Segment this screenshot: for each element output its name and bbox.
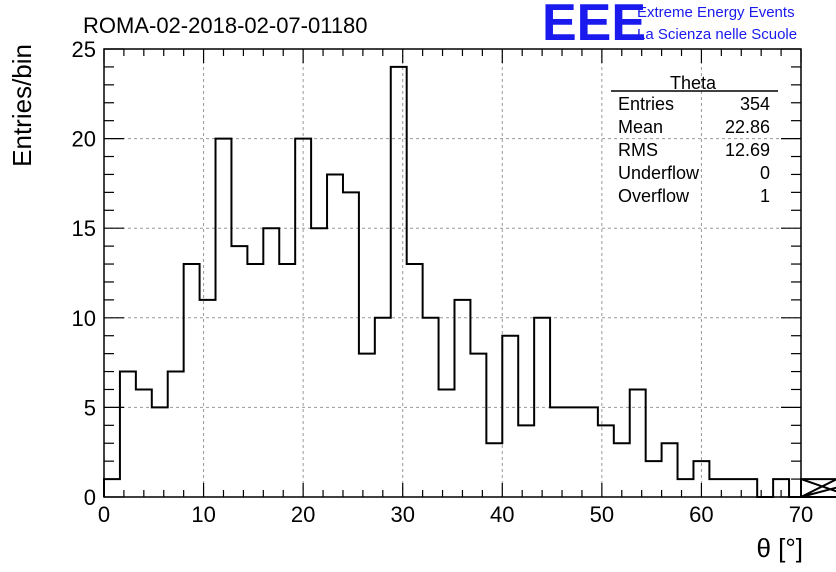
stats-label-entries: Entries: [618, 94, 674, 114]
histogram-bin: [773, 479, 789, 497]
histogram-bin: [693, 461, 709, 497]
histogram-bin: [502, 336, 518, 497]
y-tick-label: 5: [84, 395, 96, 420]
histogram-bin: [662, 443, 678, 497]
histogram-bin: [566, 407, 582, 497]
x-tick-label: 50: [590, 502, 614, 527]
histogram-bin: [184, 264, 200, 497]
run-title: ROMA-02-2018-02-07-01180: [83, 13, 368, 38]
histogram-bin: [454, 300, 470, 497]
histogram-bin: [200, 300, 216, 497]
histogram-bin: [646, 461, 662, 497]
y-tick-label: 15: [72, 216, 96, 241]
histogram-bin: [518, 425, 534, 497]
y-tick-label: 10: [72, 306, 96, 331]
histogram-bin: [375, 318, 391, 497]
x-tick-label: 40: [490, 502, 514, 527]
stats-label-rms: RMS: [618, 140, 658, 160]
eee-logo-mark: EEE: [542, 0, 646, 52]
stats-title: Theta: [670, 73, 717, 93]
x-tick-label: 30: [390, 502, 414, 527]
histogram-bin: [247, 264, 263, 497]
histogram-bin: [152, 407, 168, 497]
histogram-bin: [327, 174, 343, 497]
histogram-bin: [741, 479, 757, 497]
histogram-bin: [439, 389, 455, 497]
histogram-bin: [168, 372, 184, 497]
histogram-bin: [678, 479, 694, 497]
y-axis-title: Entries/bin: [7, 44, 37, 167]
histogram-bin: [534, 318, 550, 497]
x-tick-label: 0: [98, 502, 110, 527]
histogram-bin: [598, 425, 614, 497]
histogram-bin: [391, 67, 407, 497]
histogram-bin: [486, 443, 502, 497]
x-axis-title: θ [°]: [756, 533, 803, 563]
histogram-bin: [582, 407, 598, 497]
stats-value-underflow: 0: [760, 163, 770, 183]
eee-logo: EEE Extreme Energy Events La Scienza nel…: [542, 0, 797, 52]
y-tick-label: 25: [72, 37, 96, 62]
stats-box: Theta Entries 354 Mean 22.86 RMS 12.69 U…: [611, 73, 778, 206]
histogram-bin: [104, 479, 120, 497]
stats-label-underflow: Underflow: [618, 163, 700, 183]
histogram-bin: [263, 228, 279, 497]
histogram-bin: [279, 264, 295, 497]
logo-line-1: Extreme Energy Events: [637, 4, 795, 21]
logo-line-2: La Scienza nelle Scuole: [637, 26, 797, 43]
histogram-bin: [359, 354, 375, 497]
histogram-bin: [550, 407, 566, 497]
histogram-bin: [120, 372, 136, 497]
histogram-bin: [311, 228, 327, 497]
x-tick-label: 70: [789, 502, 813, 527]
plot-frame: [103, 48, 802, 498]
histogram-bin: [216, 139, 232, 497]
histogram-bins: [104, 67, 789, 497]
x-tick-label: 10: [191, 502, 215, 527]
histogram-bin: [295, 139, 311, 497]
histogram-bin: [136, 389, 152, 497]
histogram-bin: [423, 318, 439, 497]
stats-label-overflow: Overflow: [618, 186, 690, 206]
histogram-bin: [614, 443, 630, 497]
stats-label-mean: Mean: [618, 117, 663, 137]
grid-lines: [104, 49, 801, 497]
stats-value-overflow: 1: [760, 186, 770, 206]
histogram-bin: [709, 479, 725, 497]
histogram-bin: [630, 389, 646, 497]
stats-value-rms: 12.69: [725, 140, 770, 160]
histogram-bin: [470, 354, 486, 497]
stats-value-entries: 354: [740, 94, 770, 114]
x-tick-label: 20: [291, 502, 315, 527]
stats-value-mean: 22.86: [725, 117, 770, 137]
histogram-bin: [407, 264, 423, 497]
histogram-bin: [343, 192, 359, 497]
histogram-bin: [725, 479, 741, 497]
x-tick-label: 60: [689, 502, 713, 527]
y-tick-label: 0: [84, 485, 96, 510]
y-tick-label: 20: [72, 127, 96, 152]
histogram-bin: [231, 246, 247, 497]
